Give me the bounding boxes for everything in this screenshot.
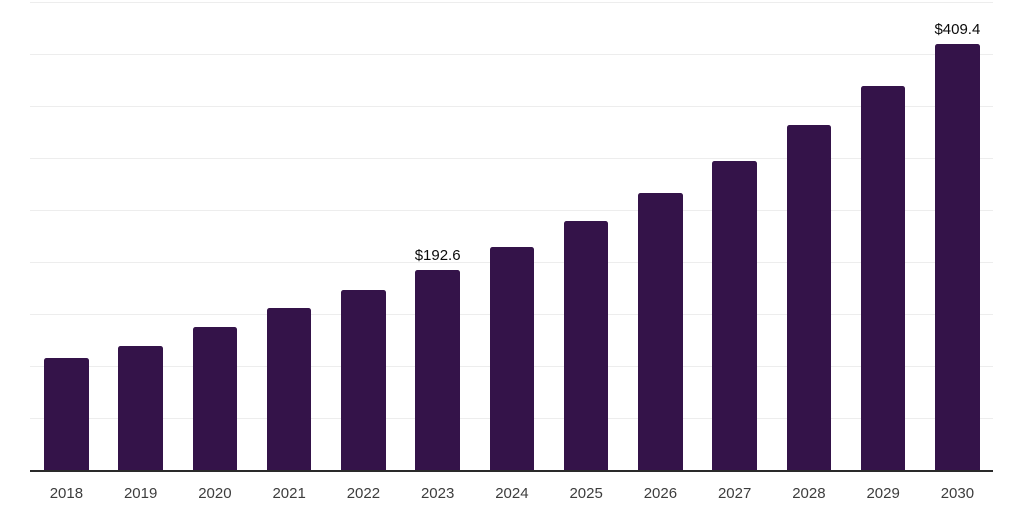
bar-2018[interactable]	[44, 358, 89, 470]
x-tick-2018: 2018	[49, 485, 84, 502]
bar-2026[interactable]	[638, 192, 683, 470]
data-label-2023: $192.6	[414, 246, 461, 264]
x-tick-2026: 2026	[643, 485, 678, 502]
bar-2028[interactable]	[786, 125, 832, 470]
x-tick-2019: 2019	[123, 485, 158, 502]
x-tick-2029: 2029	[866, 485, 900, 502]
bar-2027[interactable]	[712, 160, 757, 470]
x-tick-2021: 2021	[272, 485, 306, 502]
bar-2020[interactable]	[192, 326, 238, 470]
data-label-2030: $409.4	[934, 21, 981, 39]
x-tick-2030: 2030	[940, 485, 975, 502]
x-tick-2028: 2028	[792, 485, 826, 502]
x-tick-2022: 2022	[346, 485, 381, 502]
bar-2021[interactable]	[266, 308, 312, 470]
bar-2029[interactable]	[860, 86, 906, 470]
bar-2019[interactable]	[118, 346, 163, 470]
x-tick-2027: 2027	[717, 485, 752, 502]
x-tick-2023: 2023	[420, 485, 455, 502]
gridline-400	[30, 54, 993, 55]
gridline-250	[30, 210, 993, 211]
bar-2022[interactable]	[341, 290, 386, 470]
plot-area: $192.6 $409.4	[30, 0, 993, 470]
x-tick-2025: 2025	[569, 485, 603, 502]
bar-2030[interactable]	[935, 44, 980, 470]
x-tick-2024: 2024	[495, 485, 529, 502]
gridline-350	[30, 106, 993, 107]
bar-2025[interactable]	[563, 221, 609, 470]
x-tick-2020: 2020	[198, 485, 232, 502]
gridline-450	[30, 2, 993, 3]
bar-2023[interactable]	[415, 269, 460, 470]
x-axis-line	[30, 470, 993, 472]
bar-2024[interactable]	[489, 246, 535, 470]
gridline-300	[30, 158, 993, 159]
